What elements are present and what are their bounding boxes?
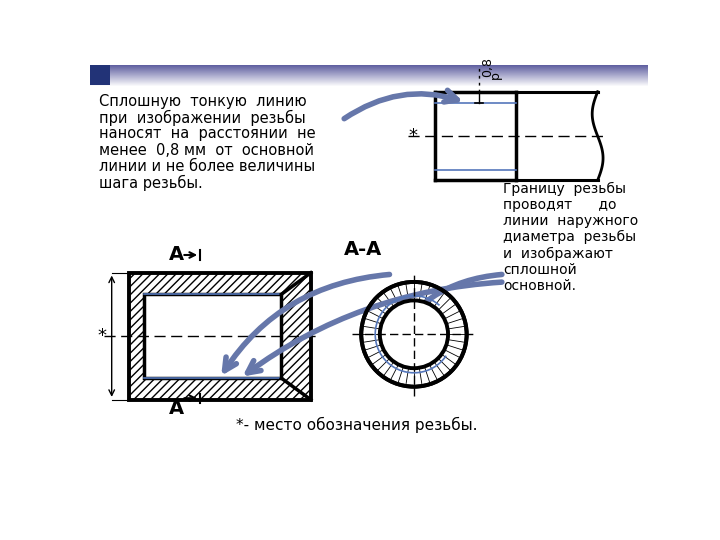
Text: основной.: основной. <box>503 279 576 293</box>
Text: шага резьбы.: шага резьбы. <box>99 175 203 191</box>
Bar <box>90 65 110 85</box>
Text: А: А <box>169 246 184 265</box>
Text: наносят  на  расстоянии  не: наносят на расстоянии не <box>99 126 316 141</box>
Text: линии и не более величины: линии и не более величины <box>99 159 315 174</box>
Text: Границу  резьбы: Границу резьбы <box>503 182 626 196</box>
Text: Сплошную  тонкую  линию: Сплошную тонкую линию <box>99 94 307 109</box>
Text: р: р <box>489 71 502 79</box>
Bar <box>144 294 282 378</box>
Text: *- место обозначения резьбы.: *- место обозначения резьбы. <box>235 417 477 433</box>
Text: А-А: А-А <box>343 240 382 259</box>
Text: при  изображении  резьбы: при изображении резьбы <box>99 110 306 126</box>
Text: линии  наружного: линии наружного <box>503 214 639 228</box>
Text: А: А <box>169 400 184 419</box>
Text: менее  0,8 мм  от  основной: менее 0,8 мм от основной <box>99 143 315 158</box>
Text: *: * <box>98 327 107 345</box>
Circle shape <box>361 282 467 387</box>
Bar <box>129 273 311 400</box>
Text: и  изображают: и изображают <box>503 247 613 261</box>
Text: диаметра  резьбы: диаметра резьбы <box>503 231 636 245</box>
Text: 0,8: 0,8 <box>482 57 495 77</box>
Circle shape <box>380 300 448 368</box>
Text: сплошной: сплошной <box>503 262 577 276</box>
Text: проводят      до: проводят до <box>503 198 616 212</box>
Text: *: * <box>409 127 418 145</box>
